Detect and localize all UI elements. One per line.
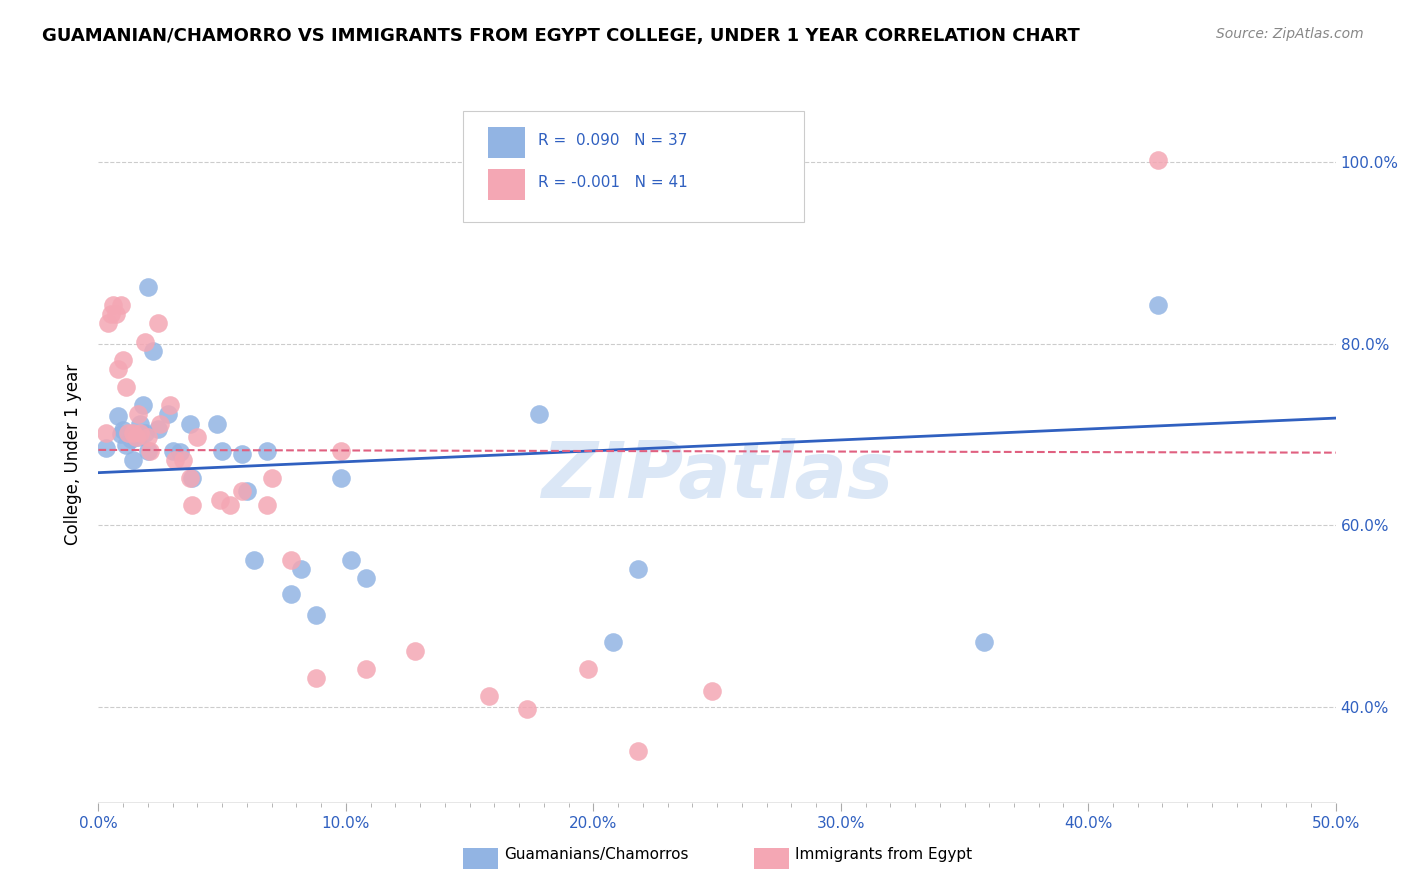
Point: [112, 352, 135, 367]
Point: [205, 417, 228, 431]
Point: [236, 483, 259, 498]
Point: [329, 471, 352, 485]
Point: [1146, 153, 1168, 167]
Bar: [488, 169, 526, 200]
Point: [146, 422, 169, 436]
Point: [515, 702, 537, 716]
Text: Guamanians/Chamorros: Guamanians/Chamorros: [505, 847, 689, 863]
Y-axis label: College, Under 1 year: College, Under 1 year: [65, 364, 83, 546]
Point: [134, 425, 156, 440]
Point: [97, 317, 120, 331]
Point: [172, 453, 194, 467]
Point: [329, 443, 352, 458]
Point: [120, 432, 142, 446]
Point: [218, 499, 240, 513]
Point: [208, 492, 231, 507]
Point: [1146, 298, 1168, 312]
Point: [527, 408, 550, 422]
Point: [305, 607, 328, 622]
Point: [165, 453, 187, 467]
Point: [114, 438, 136, 452]
Point: [186, 430, 208, 444]
Point: [142, 343, 165, 358]
Point: [110, 427, 132, 442]
Point: [305, 671, 328, 685]
Point: [478, 690, 501, 704]
Bar: [488, 128, 526, 158]
Point: [136, 430, 159, 444]
FancyBboxPatch shape: [464, 111, 804, 222]
Point: [973, 635, 995, 649]
Point: [404, 644, 426, 658]
Point: [700, 684, 723, 698]
Point: [107, 409, 129, 424]
Point: [122, 425, 145, 440]
Point: [94, 441, 117, 455]
Point: [117, 425, 139, 440]
Text: R = -0.001   N = 41: R = -0.001 N = 41: [537, 175, 688, 189]
Point: [162, 443, 184, 458]
Point: [124, 430, 146, 444]
Point: [231, 483, 253, 498]
Point: [112, 423, 135, 437]
Point: [243, 553, 266, 567]
Point: [231, 447, 253, 461]
Bar: [464, 848, 498, 869]
Point: [127, 408, 149, 422]
Point: [280, 553, 302, 567]
Point: [181, 499, 204, 513]
Point: [576, 662, 599, 676]
Point: [179, 417, 201, 431]
Point: [122, 453, 145, 467]
Point: [114, 380, 136, 394]
Point: [156, 408, 179, 422]
Point: [260, 471, 283, 485]
Point: [211, 443, 233, 458]
Point: [627, 744, 650, 758]
Point: [179, 471, 201, 485]
Point: [169, 444, 191, 458]
Point: [149, 417, 172, 431]
Point: [354, 662, 377, 676]
Point: [146, 317, 169, 331]
Point: [354, 571, 377, 585]
Point: [159, 398, 181, 412]
Point: [107, 362, 129, 376]
Point: [627, 562, 650, 576]
Point: [94, 425, 117, 440]
Point: [104, 307, 127, 321]
Point: [181, 471, 204, 485]
Point: [136, 280, 159, 294]
Point: [134, 334, 156, 349]
Point: [256, 499, 278, 513]
Point: [129, 417, 152, 431]
Point: [136, 443, 159, 458]
Point: [103, 298, 125, 312]
Point: [100, 307, 122, 321]
Text: Source: ZipAtlas.com: Source: ZipAtlas.com: [1216, 27, 1364, 41]
Point: [602, 635, 624, 649]
Text: ZIPatlas: ZIPatlas: [541, 438, 893, 514]
Text: Immigrants from Egypt: Immigrants from Egypt: [794, 847, 972, 863]
Text: R =  0.090   N = 37: R = 0.090 N = 37: [537, 133, 688, 148]
Point: [129, 425, 152, 440]
Point: [280, 586, 302, 600]
Point: [127, 430, 149, 444]
Bar: [754, 848, 789, 869]
Point: [290, 562, 312, 576]
Point: [340, 553, 363, 567]
Text: GUAMANIAN/CHAMORRO VS IMMIGRANTS FROM EGYPT COLLEGE, UNDER 1 YEAR CORRELATION CH: GUAMANIAN/CHAMORRO VS IMMIGRANTS FROM EG…: [42, 27, 1080, 45]
Point: [132, 398, 155, 412]
Point: [110, 298, 132, 312]
Point: [139, 443, 162, 458]
Point: [256, 443, 278, 458]
